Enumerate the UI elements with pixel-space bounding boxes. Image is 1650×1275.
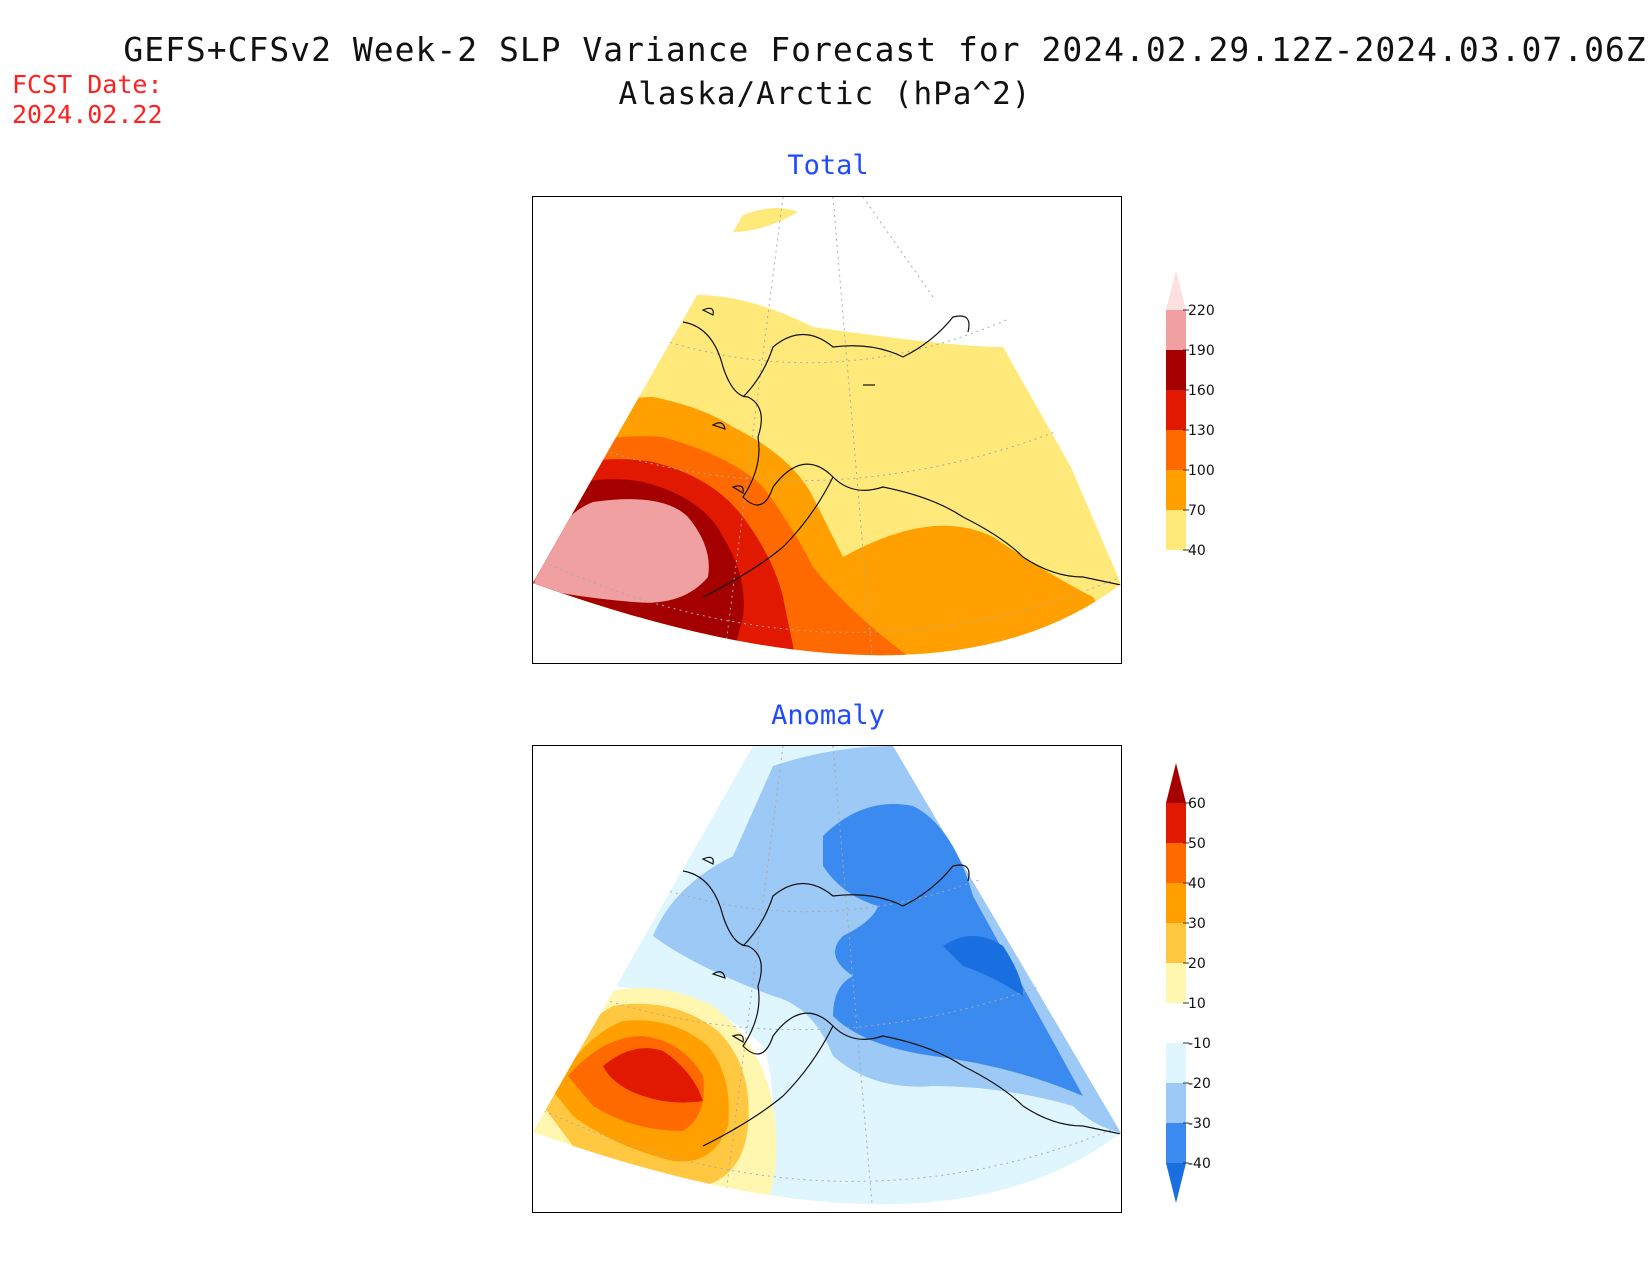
total-colorbar: 40 70 100 130 160 190 220 [1160,262,1250,602]
anomaly-colorbar-label: 50 [1188,836,1206,852]
anomaly-colorbar-box [1166,843,1186,883]
anomaly-colorbar-box [1166,883,1186,923]
anomaly-colorbar-label: -30 [1188,1116,1211,1132]
forecast-date-value: 2024.02.22 [12,100,163,129]
total-panel-title: Total [787,150,869,181]
anomaly-colorbar-label: -10 [1188,1036,1211,1052]
total-colorbar-label: 160 [1188,383,1215,399]
total-colorbar-box [1166,390,1186,430]
forecast-date-label: FCST Date: [12,70,163,99]
anomaly-colorbar: -40 -30 -20 -10 10 20 30 40 50 60 [1160,755,1250,1205]
anomaly-colorbar-box [1166,803,1186,843]
anomaly-colorbar-box [1166,1083,1186,1123]
anomaly-colorbar-box [1166,923,1186,963]
total-colorbar-label: 220 [1188,303,1215,319]
total-colorbar-label: 190 [1188,343,1215,359]
anomaly-colorbar-label: 60 [1188,796,1206,812]
anomaly-panel-title: Anomaly [771,700,885,731]
anomaly-colorbar-label: 40 [1188,876,1206,892]
total-colorbar-label: 100 [1188,463,1215,479]
anomaly-colorbar-bottom-extension [1166,1163,1186,1203]
page-subtitle: Alaska/Arctic (hPa^2) [618,76,1032,112]
anomaly-colorbar-label: 10 [1188,996,1206,1012]
anomaly-colorbar-box [1166,1003,1186,1043]
total-colorbar-box [1166,310,1186,350]
total-colorbar-label: 130 [1188,423,1215,439]
total-colorbar-top-extension [1166,270,1186,310]
anomaly-colorbar-box [1166,1123,1186,1163]
total-colorbar-bottom-extension [1166,550,1186,590]
anomaly-colorbar-label: -40 [1188,1156,1211,1172]
anomaly-colorbar-label: 20 [1188,956,1206,972]
anomaly-colorbar-top-extension [1166,763,1186,803]
total-colorbar-box [1166,510,1186,550]
total-colorbar-box [1166,470,1186,510]
total-colorbar-box [1166,430,1186,470]
total-colorbar-box [1166,350,1186,390]
anomaly-colorbar-label: 30 [1188,916,1206,932]
anomaly-colorbar-box [1166,1043,1186,1083]
total-colorbar-label: 40 [1188,543,1206,559]
total-variance-map [532,196,1122,664]
anomaly-colorbar-box [1166,963,1186,1003]
anomaly-colorbar-label: -20 [1188,1076,1211,1092]
total-colorbar-label: 70 [1188,503,1206,519]
page-title: GEFS+CFSv2 Week-2 SLP Variance Forecast … [123,30,1647,69]
anomaly-variance-map [532,745,1122,1213]
